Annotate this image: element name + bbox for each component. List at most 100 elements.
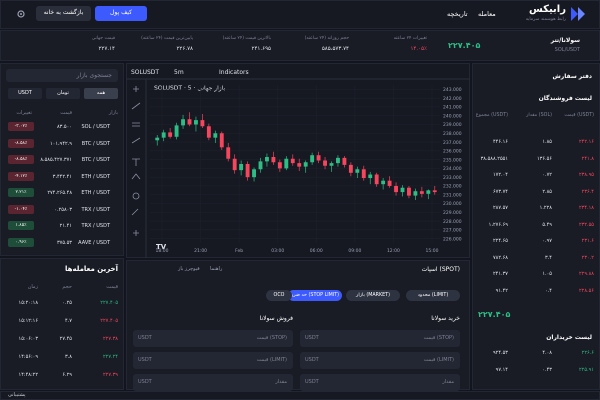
- candle-body: [368, 174, 373, 179]
- candle-body: [374, 174, 379, 185]
- trade-time: ۱۴:۴۸:۲۲: [18, 372, 38, 378]
- search-box[interactable]: [6, 69, 118, 82]
- panel-tab[interactable]: راهنما: [210, 266, 223, 272]
- candle-body: [181, 119, 185, 126]
- market-pair[interactable]: ETH / USDT: [81, 190, 110, 196]
- candle-body: [206, 126, 211, 138]
- pair-name[interactable]: سولانا/تتر: [550, 37, 580, 44]
- book-cell: ۲۳۰.۲: [581, 254, 594, 261]
- candle-body: [387, 180, 392, 186]
- market-pair[interactable]: SOL / USDT: [81, 124, 111, 130]
- candle-body: [407, 187, 411, 196]
- panel-tab[interactable]: فیوچرز باز: [178, 266, 200, 272]
- y-tick-label: 228.000: [443, 219, 462, 225]
- x-tick-label: 06:00: [310, 248, 323, 254]
- chart-interval[interactable]: 5m: [174, 69, 184, 76]
- support-link[interactable]: پشتیبانی: [8, 392, 26, 398]
- market-column: تغییرات: [16, 110, 32, 116]
- input-box[interactable]: [300, 330, 460, 347]
- x-tick-label: 12:00: [387, 248, 400, 254]
- book-cell: ۲۳۲.۵۵: [578, 221, 594, 228]
- candle-body: [290, 158, 295, 164]
- candle-body: [284, 158, 289, 169]
- market-change: -۸.۵۸٪: [8, 155, 34, 164]
- stat-value: ۵۸۵،۵۷۳.۷۴: [321, 46, 349, 52]
- book-column: قیمت (USDT): [564, 113, 594, 118]
- candle-body: [219, 133, 224, 148]
- book-cell: ۱،۲۷۶.۶۹: [488, 221, 508, 228]
- market-tab[interactable]: USDT: [8, 88, 42, 99]
- book-column: مجموع (USDT): [475, 113, 508, 118]
- book-cell: ۲۲۸.۵۶: [578, 287, 594, 294]
- chart-symbol[interactable]: SOLUSDT: [131, 69, 159, 76]
- candle-body: [336, 157, 340, 164]
- input-box[interactable]: [133, 352, 293, 369]
- book-cell: ۱.۰۵: [542, 271, 552, 277]
- stat-label: پایین‌ترین قیمت (۲۴ ساعته): [141, 36, 193, 41]
- trade-amount: ۶.۲۹: [62, 372, 72, 378]
- input-unit: USDT: [138, 335, 152, 341]
- input-box[interactable]: [300, 352, 460, 369]
- candle-body: [329, 163, 334, 166]
- nav-link[interactable]: تاریخچه: [447, 10, 468, 18]
- home-button[interactable]: بازگشت به خانه: [36, 6, 91, 21]
- market-pair[interactable]: TRX / USDT: [81, 206, 110, 213]
- book-cell: ۲۲۵.۹۱: [578, 366, 594, 373]
- market-pair[interactable]: ETH / USDT: [81, 173, 110, 180]
- x-tick-label: Feb: [235, 248, 243, 254]
- market-price: ۰.۲۵۸۰۳: [54, 206, 72, 213]
- status-bar: [0, 391, 600, 400]
- input-box[interactable]: [300, 374, 460, 391]
- market-pair[interactable]: AAVE / USDT: [78, 239, 110, 246]
- candle-body: [271, 156, 276, 163]
- input-box[interactable]: [133, 330, 293, 347]
- y-tick-label: 231.000: [443, 192, 462, 198]
- candle-body: [348, 164, 353, 173]
- book-cell: ۱۳۶.۵۶: [536, 155, 552, 162]
- input-label: قیمت (STOP): [256, 335, 287, 341]
- market-column: قیمت: [60, 110, 72, 116]
- settings-icon[interactable]: [16, 9, 26, 19]
- last-price: ۲۲۷.۴۰۵: [448, 41, 481, 50]
- candle-body: [277, 162, 282, 169]
- book-cell: ۲۸۷.۵۷: [492, 205, 508, 211]
- stat-value: ۱۴.۰۵٪: [410, 46, 427, 52]
- wallet-button[interactable]: کیف پول: [95, 6, 147, 21]
- y-tick-label: 230.000: [443, 201, 462, 207]
- book-cell: ۲۴۲.۱۶: [578, 139, 594, 145]
- input-unit: USDT: [305, 379, 319, 385]
- book-cell: ۹۱.۴۲: [495, 287, 508, 294]
- market-pair[interactable]: TRX / USDT: [81, 223, 110, 229]
- trade-time: ۱۴:۵۶:۰۹: [18, 354, 38, 360]
- market-pair[interactable]: BTC / USDT: [81, 140, 110, 147]
- nav-link[interactable]: معامله: [478, 10, 496, 18]
- book-cell: ۰.۴: [545, 287, 552, 294]
- market-change: ۲.۲۱٪: [8, 188, 34, 197]
- drawing-tools[interactable]: [131, 86, 141, 236]
- market-change: -۴.۱۲٪: [8, 171, 34, 181]
- candle-body: [187, 119, 192, 125]
- logo-subtitle: رابط هوشمند سرمایه: [525, 17, 566, 22]
- candle-body: [355, 169, 360, 173]
- trade-price: ۲۲۷.۳۸: [102, 336, 118, 342]
- market-tab[interactable]: همه: [84, 88, 118, 99]
- market-tab[interactable]: تومان: [46, 88, 80, 99]
- y-tick-label: 241.000: [443, 105, 462, 111]
- book-cell: ۱.۲۲۸: [539, 205, 552, 211]
- input-unit: USDT: [305, 357, 319, 363]
- indicators-button[interactable]: Indicators: [219, 69, 249, 76]
- trade-time: ۱۵:۱۲:۱۶: [18, 318, 38, 324]
- candle-body: [258, 161, 263, 170]
- order-type[interactable]: بازار (MARKET): [346, 290, 400, 301]
- order-type[interactable]: OCO: [266, 290, 292, 301]
- market-pair[interactable]: BTC / USDT: [81, 157, 110, 163]
- trade-price: ۲۲۷.۲۴: [102, 354, 118, 360]
- form-side-title: فروش سولانا: [259, 315, 293, 322]
- order-type[interactable]: محدود (LIMIT): [406, 290, 460, 301]
- order-type[interactable]: حد ضرر (STOP LIMIT): [288, 290, 342, 301]
- stat-label: بالاترین قیمت (۲۴ ساعته): [222, 36, 271, 41]
- sellers-title: لیست فروشندگان: [538, 95, 592, 102]
- candle-body: [265, 156, 269, 162]
- input-box[interactable]: [133, 374, 293, 391]
